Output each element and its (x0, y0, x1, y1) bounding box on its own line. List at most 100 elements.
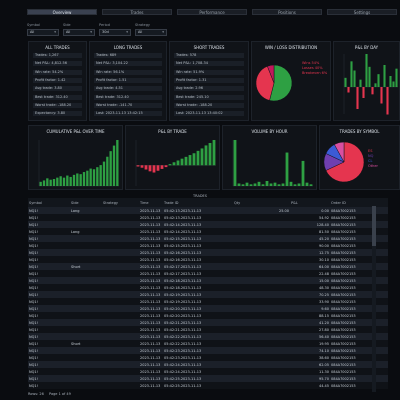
bar[interactable] (42, 180, 46, 186)
bar[interactable] (99, 165, 102, 186)
bar[interactable] (62, 177, 66, 186)
table-row[interactable]: NQ1! 2023-11-13 05:42:18.2023-11-13 48.30 08… (28, 284, 388, 291)
bar[interactable] (269, 183, 273, 186)
bar[interactable] (56, 177, 59, 186)
table-row[interactable]: NQ1! 2023-11-13 05:42:21.2023-11-13 27.80 08… (28, 326, 388, 333)
bar[interactable] (49, 179, 52, 186)
bar[interactable] (297, 183, 301, 186)
table-row[interactable]: NQ1! Short 2023-11-13 05:42:22.2023-11-13 19… (28, 340, 388, 347)
bar[interactable] (362, 87, 365, 98)
table-row[interactable]: NQ1! 2023-11-13 05:42:18.2023-11-13 15.00 08… (28, 277, 388, 284)
bar[interactable] (76, 173, 79, 186)
bar[interactable] (386, 87, 389, 115)
bar[interactable] (66, 175, 69, 186)
bar[interactable] (374, 83, 377, 87)
bar[interactable] (371, 87, 374, 95)
table-row[interactable]: NQ1! 2023-11-13 05:42:15.2023-11-13 45.20 08… (28, 235, 388, 242)
bar[interactable] (184, 156, 188, 166)
bar[interactable] (273, 182, 277, 186)
bar[interactable] (52, 179, 56, 186)
pie-slice-breakeven[interactable] (267, 64, 275, 84)
pie-slice-wins[interactable] (269, 64, 293, 102)
bar[interactable] (156, 165, 160, 171)
table-row[interactable]: NQ1! 2023-11-13 05:42:23.2023-11-13 74.10 08… (28, 347, 388, 354)
bar[interactable] (82, 172, 86, 186)
bar[interactable] (39, 181, 42, 186)
bar[interactable] (196, 150, 200, 166)
bar[interactable] (86, 170, 89, 186)
bar[interactable] (192, 153, 196, 166)
table-row[interactable]: NQ1! Short 2023-11-13 05:42:17.2023-11-13 64… (28, 263, 388, 270)
bar[interactable] (380, 87, 383, 104)
bar[interactable] (289, 181, 293, 186)
bar[interactable] (241, 184, 245, 186)
bar[interactable] (172, 162, 176, 166)
bar[interactable] (253, 183, 257, 186)
bar[interactable] (353, 70, 356, 88)
bar[interactable] (257, 181, 261, 186)
bar[interactable] (344, 77, 347, 87)
bar[interactable] (69, 176, 72, 186)
bar[interactable] (347, 87, 350, 93)
bar[interactable] (261, 184, 265, 186)
bar[interactable] (265, 180, 269, 186)
bar[interactable] (59, 176, 62, 186)
bar[interactable] (148, 165, 152, 172)
tab-settings[interactable]: Settings (327, 9, 397, 15)
bar[interactable] (368, 66, 371, 87)
bar[interactable] (164, 165, 168, 168)
table-row[interactable]: NQ1! 2023-11-13 05:42:25.2023-11-13 95.70 08… (28, 375, 388, 382)
bar[interactable] (212, 140, 216, 166)
bar[interactable] (293, 184, 297, 186)
bar[interactable] (350, 61, 353, 87)
bar[interactable] (309, 184, 313, 186)
tab-overview[interactable]: Overview (27, 9, 97, 15)
table-row[interactable]: NQ1! Long 2023-11-13 05:42:14.2023-11-13 81.… (28, 228, 388, 235)
column-header[interactable]: Side (70, 198, 102, 207)
bar[interactable] (96, 167, 99, 186)
tab-positions[interactable]: Positions (252, 9, 322, 15)
bar[interactable] (180, 158, 184, 166)
bar[interactable] (102, 161, 106, 186)
bar[interactable] (204, 145, 208, 166)
table-row[interactable]: NQ1! 2023-11-13 05:42:21.2023-11-13 41.20 08… (28, 319, 388, 326)
bar[interactable] (233, 140, 237, 186)
bar[interactable] (383, 65, 386, 87)
bar[interactable] (377, 74, 380, 87)
bar[interactable] (168, 164, 172, 166)
filter-select-strategy[interactable]: All ▾ (135, 29, 167, 36)
bar[interactable] (301, 160, 305, 186)
bar[interactable] (112, 145, 116, 186)
bar[interactable] (136, 165, 140, 167)
column-header[interactable]: Trade ID (163, 198, 233, 207)
bar[interactable] (249, 184, 253, 186)
filter-select-period[interactable]: 30d ▾ (99, 29, 131, 36)
bar[interactable] (46, 178, 49, 186)
bar[interactable] (281, 183, 285, 186)
table-row[interactable]: NQ1! 2023-11-13 05:42:16.2023-11-13 12.75 08… (28, 249, 388, 256)
bar[interactable] (106, 156, 109, 186)
pie-slice-other[interactable] (334, 141, 345, 163)
pie-slice-es[interactable] (325, 141, 365, 183)
column-header[interactable]: Symbol (28, 198, 70, 207)
table-row[interactable]: NQ1! 2023-11-13 05:42:17.2023-11-13 22.48 08… (28, 270, 388, 277)
bar[interactable] (79, 174, 82, 186)
bar[interactable] (140, 165, 144, 168)
table-row[interactable]: NQ1! 2023-11-13 05:42:20.2023-11-13 9.60 084… (28, 305, 388, 312)
bar[interactable] (389, 76, 392, 87)
bar[interactable] (200, 148, 204, 166)
bar[interactable] (109, 151, 112, 186)
table-row[interactable]: NQ1! Long 2023-11-13 05:42:13.2023-11-13 25.… (28, 207, 388, 214)
page-indicator[interactable]: Page 1 of 49 (48, 392, 71, 396)
bar[interactable] (208, 143, 212, 166)
bar[interactable] (359, 79, 362, 87)
table-row[interactable]: NQ1! 2023-11-13 05:42:22.2023-11-13 56.40 08… (28, 333, 388, 340)
table-row[interactable]: NQ1! 2023-11-13 05:42:14.2023-11-13 128.40 0… (28, 221, 388, 228)
table-row[interactable]: NQ1! 2023-11-13 05:42:24.2023-11-13 11.30 08… (28, 368, 388, 375)
table-row[interactable]: NQ1! 2023-11-13 05:42:23.2023-11-13 38.60 08… (28, 354, 388, 361)
filter-select-side[interactable]: All ▾ (63, 29, 95, 36)
bar[interactable] (116, 140, 119, 186)
column-header[interactable]: Time (139, 198, 163, 207)
filter-select-symbol[interactable]: All ▾ (27, 29, 59, 36)
table-scrollbar[interactable] (372, 206, 376, 392)
